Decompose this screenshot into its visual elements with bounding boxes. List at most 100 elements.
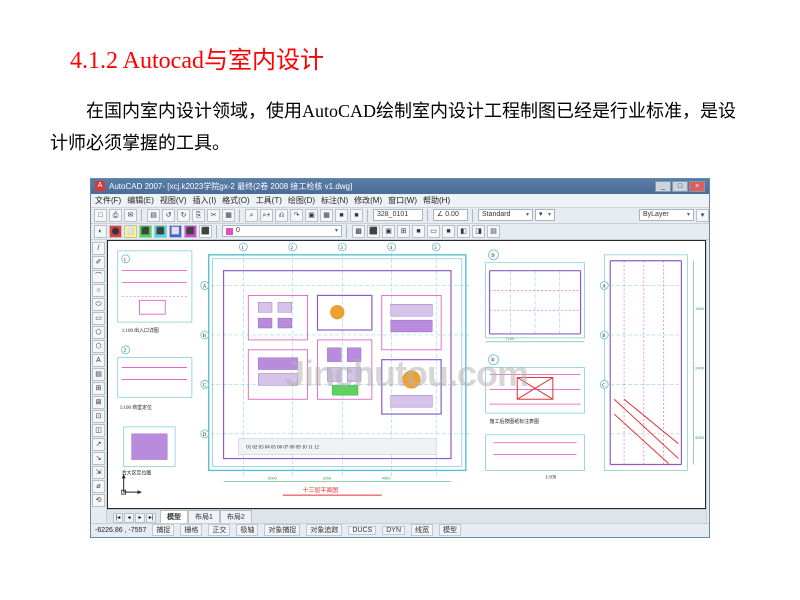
close-button[interactable]: × [689,181,705,192]
prop-button-1[interactable]: ▩ [352,225,365,238]
tool-block[interactable]: ⊞ [92,382,105,395]
textstyle-dropdown[interactable]: Standard [478,209,533,221]
tool-text[interactable]: A [92,354,105,367]
tb-zoom-button[interactable]: ⌕ [245,209,258,222]
tb-zoomplus-button[interactable]: ⌕+ [260,209,273,222]
status-model[interactable]: 模型 [439,524,461,536]
tb-print-button[interactable]: ▤ [147,209,160,222]
drawing-canvas[interactable]: 1 1:100 出入口详图 2 1:100 商堂定位 会大区定位图 [108,241,705,508]
tool-circle[interactable]: ○ [92,284,105,297]
maximize-button[interactable]: □ [672,181,688,192]
prop-button-6[interactable]: ▭ [427,225,440,238]
tb-redo-button[interactable]: ↻ [177,209,190,222]
tb-button-c[interactable]: ▦ [320,209,333,222]
menu-tools[interactable]: 工具(T) [256,195,282,206]
color-swatch-green[interactable]: ⬛ [139,225,152,238]
tb-copy-button[interactable]: ⎘ [192,209,205,222]
tb-open-button[interactable]: ⎙ [109,209,122,222]
minimize-button[interactable]: _ [655,181,671,192]
status-ortho[interactable]: 正交 [208,524,230,536]
menu-insert[interactable]: 插入(I) [193,195,217,206]
right-note: 施工后按图纸标注表图 [490,418,539,425]
tb-tail-button[interactable]: ▾ [696,209,709,222]
tab-last-button[interactable]: ▸| [146,513,156,523]
tab-model[interactable]: 模型 [160,510,188,523]
prop-button-2[interactable]: ⬛ [367,225,380,238]
status-grid[interactable]: 栅格 [180,524,202,536]
tab-prev-button[interactable]: ◂ [124,513,134,523]
tb-paste-button[interactable]: ▦ [222,209,235,222]
color-swatch-blue[interactable]: ⬜ [169,225,182,238]
status-otrack[interactable]: 对象追踪 [306,524,342,536]
tool-line[interactable]: / [92,242,105,255]
color-swatch-magenta[interactable]: ⬛ [184,225,197,238]
color-swatch-white[interactable]: ⬛ [199,225,212,238]
tool-polygon[interactable]: ⬠ [92,326,105,339]
tool-rotate[interactable]: ⌀ [92,480,105,493]
menu-help[interactable]: 帮助(H) [423,195,450,206]
menu-dim[interactable]: 标注(N) [321,195,348,206]
tool-offset[interactable]: ⇲ [92,466,105,479]
sublabel-locate: 1:100 商堂定位 [120,404,152,411]
tool-trim[interactable]: ⟲ [92,494,105,507]
status-lwt[interactable]: 线宽 [411,524,433,536]
prop-button-7[interactable]: ■ [442,225,455,238]
tb-save-button[interactable]: ✉ [124,209,137,222]
status-polar[interactable]: 极轴 [236,524,258,536]
prop-button-8[interactable]: ◧ [457,225,470,238]
main-plan-title: 十三层平面图 [303,486,339,494]
tool-copy[interactable]: ↗ [92,438,105,451]
color-swatch-cyan[interactable]: ⬛ [154,225,167,238]
tool-mirror[interactable]: ↘ [92,452,105,465]
menu-modify[interactable]: 修改(M) [354,195,382,206]
tb-button-d[interactable]: ■ [335,209,348,222]
status-dyn[interactable]: DYN [382,526,405,535]
sublabel-entry: 1:100 出入口详图 [122,327,159,334]
right-scrollbar[interactable] [706,240,709,523]
tb-button-a[interactable]: ↷ [290,209,303,222]
tool-move[interactable]: ◫ [92,424,105,437]
color-swatch-red[interactable]: ⬤ [109,225,122,238]
tool-ellipse[interactable]: ⬭ [92,298,105,311]
dimstyle-dropdown[interactable]: ▾ [535,209,555,221]
tb-button-b[interactable]: ▣ [305,209,318,222]
prop-button-9[interactable]: ◨ [472,225,485,238]
tool-table[interactable]: ▤ [92,368,105,381]
prop-button-5[interactable]: ■ [412,225,425,238]
menu-file[interactable]: 文件(F) [95,195,121,206]
status-osnap[interactable]: 对象捕捉 [264,524,300,536]
angle-field[interactable]: ∠ 0.00 [433,209,468,221]
bylayer-dropdown[interactable]: ByLayer [639,209,694,221]
menu-view[interactable]: 视图(V) [160,195,187,206]
layer-manager-button[interactable]: ◐ [94,225,107,238]
status-snap[interactable]: 捕捉 [152,524,174,536]
prop-button-10[interactable]: ▤ [487,225,500,238]
prop-button-3[interactable]: ▣ [382,225,395,238]
color-swatch-yellow[interactable]: ⬜ [124,225,137,238]
menu-edit[interactable]: 编辑(E) [127,195,154,206]
tool-hatch[interactable]: ⬡ [92,340,105,353]
menu-window[interactable]: 窗口(W) [388,195,417,206]
svg-text:A: A [203,284,207,289]
tb-undo-button[interactable]: ↺ [162,209,175,222]
tab-layout1[interactable]: 布局1 [188,510,220,523]
layer-dropdown[interactable]: 0 [222,225,342,237]
tool-insert[interactable]: ⊠ [92,396,105,409]
tool-arc[interactable]: ⌒ [92,270,105,283]
tb-new-button[interactable]: □ [94,209,107,222]
app-icon: A [95,181,105,191]
tab-first-button[interactable]: |◂ [113,513,123,523]
prop-button-4[interactable]: ⊞ [397,225,410,238]
tab-next-button[interactable]: ▸ [135,513,145,523]
tb-button-e[interactable]: ■ [350,209,363,222]
tool-point[interactable]: ⊡ [92,410,105,423]
tool-pline[interactable]: ✐ [92,256,105,269]
tb-cut-button[interactable]: ✂ [207,209,220,222]
menu-format[interactable]: 格式(O) [222,195,250,206]
tool-rect[interactable]: ▭ [92,312,105,325]
titlebar[interactable]: A AutoCAD 2007 - [xcj.k2023学院gx-2 最终(2卷 … [91,179,709,194]
tab-layout2[interactable]: 布局2 [220,510,252,523]
menu-draw[interactable]: 绘图(D) [288,195,315,206]
tb-pan-button[interactable]: ⎌ [275,209,288,222]
status-ducs[interactable]: DUCS [348,526,376,535]
